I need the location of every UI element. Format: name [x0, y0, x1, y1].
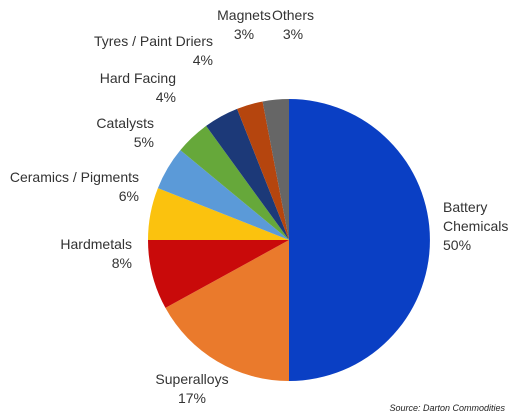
slice-label-group-hardmetals: Hardmetals 8% — [60, 236, 132, 271]
pie-slice-ceramics-pigments — [148, 188, 289, 240]
slice-label-group-hard-facing: Hard Facing 4% — [100, 70, 176, 105]
slice-value-hardmetals: 8% — [112, 255, 132, 271]
pie-labels: Battery Chemicals 50% Superalloys 17% Hardmet… — [10, 7, 509, 406]
slice-label-hard-facing: Hard Facing — [100, 70, 176, 86]
slice-value-superalloys: 17% — [178, 390, 206, 406]
slice-label-ceramics-pigments: Ceramics / Pigments — [10, 169, 139, 185]
slice-label-group-ceramics-pigments: Ceramics / Pigments 6% — [10, 169, 139, 204]
pie-slice-hard-facing — [180, 125, 289, 240]
pie-slice-superalloys — [165, 240, 289, 381]
slice-label-magnets: Magnets — [217, 7, 271, 23]
slice-label-group-others: Others 3% — [272, 7, 314, 42]
pie-slice-others — [262, 99, 289, 240]
slice-value-battery-chemicals: 50% — [443, 237, 471, 253]
slice-label-catalysts: Catalysts — [96, 115, 154, 131]
pie-slice-tyres-paint-driers — [206, 108, 289, 241]
slice-value-others: 3% — [283, 26, 303, 42]
slice-label-group-tyres-paint-driers: Tyres / Paint Driers 4% — [94, 33, 213, 68]
slice-label-others: Others — [272, 7, 314, 23]
slice-label-group-superalloys: Superalloys 17% — [155, 371, 228, 406]
slice-label-battery-chemicals: Battery Chemicals — [443, 199, 508, 234]
pie-slice-hardmetals — [148, 240, 289, 308]
source-note: Source: Darton Commodities — [389, 403, 505, 413]
pie-slices — [148, 99, 430, 381]
slice-value-magnets: 3% — [234, 26, 254, 42]
slice-value-tyres-paint-driers: 4% — [193, 52, 213, 68]
slice-value-hard-facing: 4% — [156, 89, 176, 105]
pie-slice-catalysts — [157, 150, 289, 240]
slice-label-hardmetals: Hardmetals — [60, 236, 132, 252]
slice-label-superalloys: Superalloys — [155, 371, 228, 387]
slice-label-tyres-paint-driers: Tyres / Paint Driers — [94, 33, 213, 49]
slice-value-ceramics-pigments: 6% — [119, 188, 139, 204]
slice-value-catalysts: 5% — [134, 134, 154, 150]
pie-slice-magnets — [237, 101, 289, 240]
slice-label-group-catalysts: Catalysts 5% — [96, 115, 154, 150]
pie-slice-battery-chemicals — [289, 99, 430, 381]
slice-label-group-magnets: Magnets 3% — [217, 7, 271, 42]
slice-label-group-battery-chemicals: Battery Chemicals 50% — [443, 199, 508, 253]
